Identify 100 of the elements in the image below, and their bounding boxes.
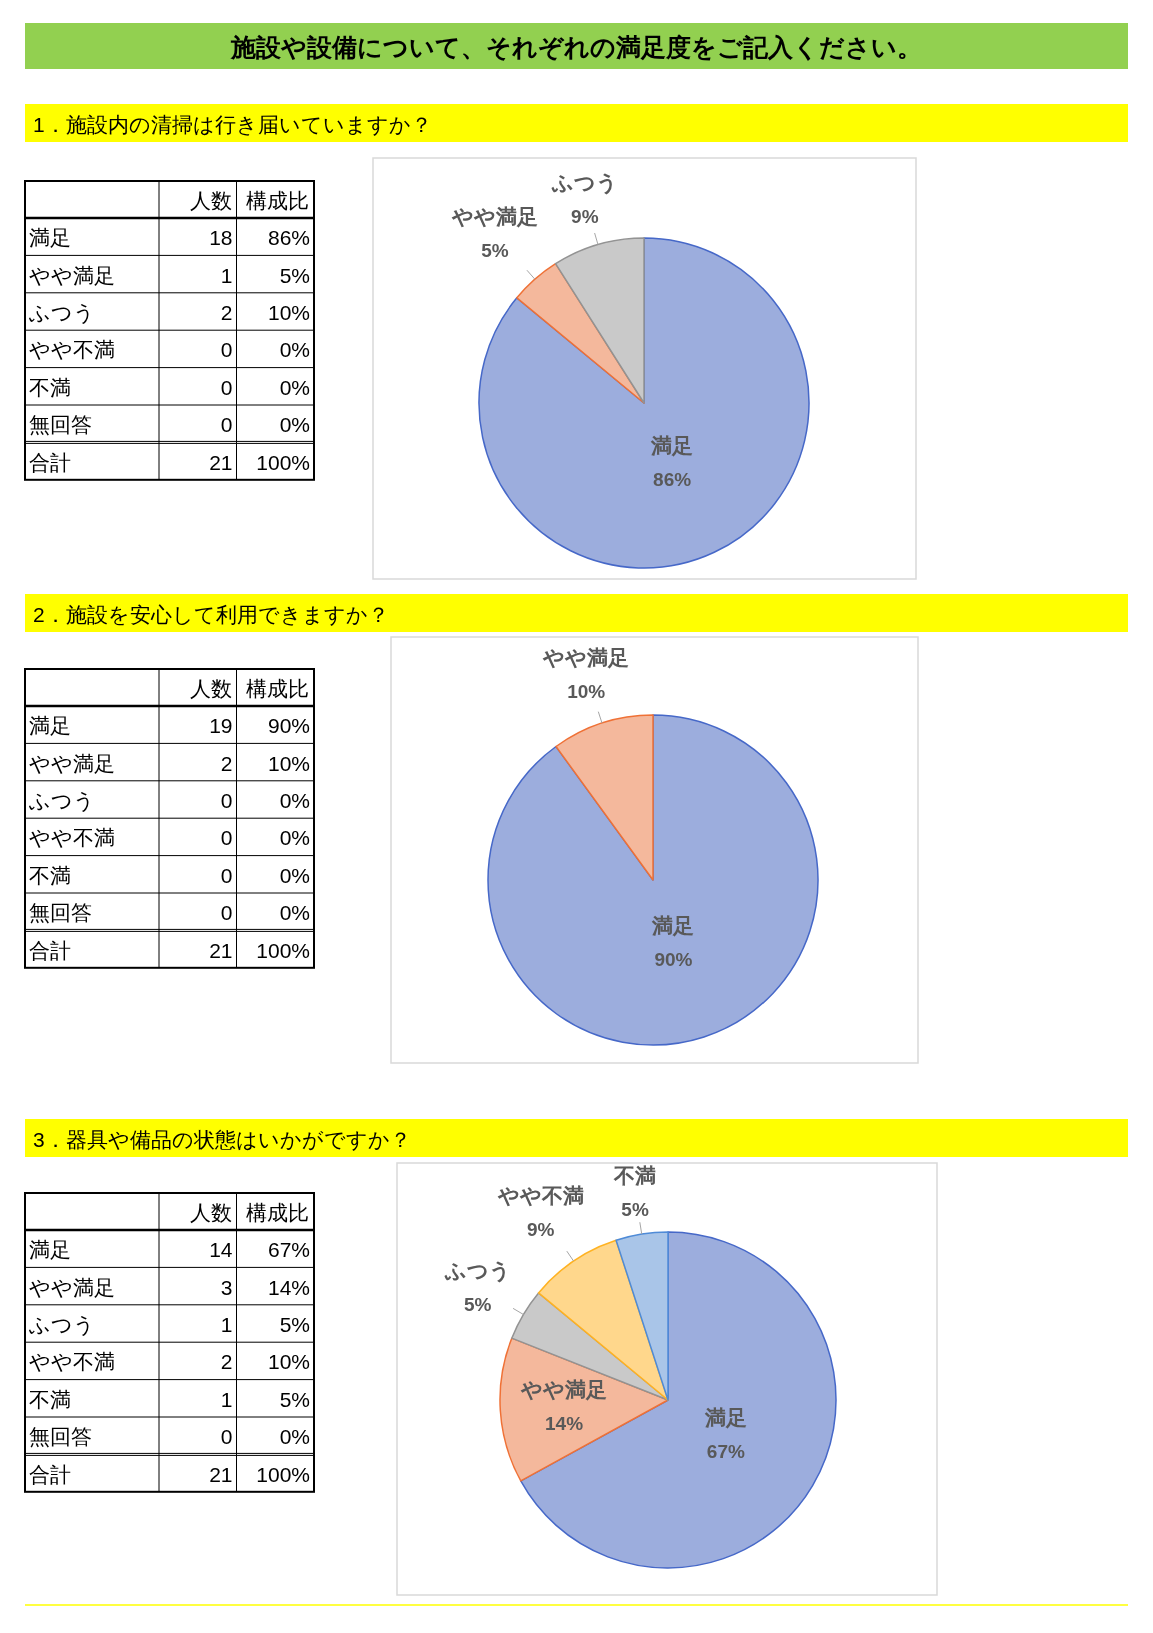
chart-subtitle: 1．施設内の清掃は行き届いていますか？: [33, 112, 432, 136]
x-tick-label: 構成比: [246, 677, 309, 700]
data-label: 5%: [621, 1198, 649, 1220]
x-tick-label: 人数: [189, 189, 232, 212]
y-tick-label: ふつう: [28, 301, 95, 324]
data-label: 10%: [567, 680, 606, 702]
data-label: 100%: [256, 1462, 310, 1486]
y-tick-label: 無回答: [29, 413, 92, 437]
data-label: 100%: [256, 450, 310, 474]
data-label: 9%: [571, 205, 599, 227]
data-label: 21: [209, 938, 233, 962]
data-label: 5%: [279, 263, 310, 287]
y-tick-label: やや不満: [29, 1350, 115, 1374]
y-tick-label: やや満足: [29, 263, 115, 287]
data-label: 86%: [267, 226, 310, 250]
pie-slice: [487, 714, 819, 1046]
data-label: 0%: [279, 863, 310, 887]
pie-slice: [511, 1292, 669, 1401]
data-label: 1: [220, 1313, 233, 1336]
data-label: 9%: [527, 1219, 555, 1241]
slice-label: ふつう: [443, 1258, 511, 1283]
chart-subtitle: 2．施設を安心して利用できますか？: [33, 602, 389, 626]
data-label: 90%: [654, 949, 693, 971]
slice-label: ふつう: [550, 170, 618, 195]
slice-label: 満足: [650, 434, 694, 458]
data-label: 0%: [279, 375, 310, 399]
y-tick-label: やや満足: [29, 1275, 115, 1299]
data-label: 100%: [256, 938, 310, 962]
y-tick-label: ふつう: [28, 789, 95, 812]
data-label: 0: [220, 413, 233, 437]
y-tick-label: 不満: [29, 1387, 71, 1411]
data-label: 0: [220, 1425, 233, 1449]
data-label: 0%: [279, 338, 310, 362]
pie-slice: [478, 237, 810, 569]
data-label: 14: [209, 1238, 233, 1262]
data-label: 0: [220, 338, 233, 362]
data-label: 0%: [279, 901, 310, 925]
slice-label: やや満足: [520, 1378, 608, 1402]
pie-slice: [615, 1231, 669, 1401]
x-tick-label: 人数: [189, 1201, 232, 1224]
data-label: 0%: [279, 1425, 310, 1449]
slice-label: 満足: [651, 914, 695, 938]
data-label: 0: [220, 901, 233, 925]
data-label: 0: [220, 826, 233, 850]
data-label: 0: [220, 863, 233, 887]
data-label: 21: [209, 450, 233, 474]
data-label: 3: [220, 1275, 233, 1299]
y-tick-label: 合計: [29, 450, 71, 474]
data-label: 14%: [545, 1413, 584, 1435]
slice-label: 不満: [613, 1163, 657, 1187]
data-label: 18: [209, 226, 233, 250]
data-label: 2: [220, 1350, 233, 1374]
data-label: 2: [220, 751, 233, 775]
data-label: 0: [220, 789, 233, 812]
data-label: 5%: [279, 1387, 310, 1411]
data-label: 0%: [279, 789, 310, 812]
y-tick-label: やや不満: [29, 826, 115, 850]
data-label: 90%: [267, 714, 310, 738]
data-label: 86%: [653, 469, 692, 491]
slice-label: やや満足: [542, 645, 630, 669]
y-tick-label: 無回答: [29, 901, 92, 925]
y-tick-label: 無回答: [29, 1425, 92, 1449]
slice-label: やや満足: [450, 205, 538, 229]
data-label: 1: [220, 263, 233, 287]
data-label: 10%: [267, 1350, 310, 1374]
y-tick-label: 満足: [29, 714, 71, 738]
y-tick-label: やや不満: [29, 338, 115, 362]
data-label: 0%: [279, 413, 310, 437]
data-label: 1: [220, 1387, 233, 1411]
slice-label: 満足: [703, 1405, 747, 1429]
y-tick-label: 合計: [29, 1462, 71, 1486]
y-tick-label: やや満足: [29, 751, 115, 775]
data-label: 10%: [267, 301, 310, 324]
y-tick-label: 満足: [29, 1238, 71, 1262]
y-tick-label: ふつう: [28, 1313, 95, 1336]
data-label: 19: [209, 714, 233, 738]
data-label: 21: [209, 1462, 233, 1486]
text: 施設や設備について、それぞれの満足度をご記入ください。: [230, 33, 922, 61]
data-label: 5%: [481, 240, 509, 262]
data-label: 5%: [279, 1313, 310, 1336]
y-tick-label: 不満: [29, 863, 71, 887]
data-label: 0: [220, 375, 233, 399]
data-label: 2: [220, 301, 233, 324]
pie-slice: [516, 262, 645, 404]
x-tick-label: 構成比: [246, 1201, 309, 1224]
data-label: 14%: [267, 1275, 310, 1299]
pie-slice: [555, 714, 654, 881]
data-label: 67%: [267, 1238, 310, 1262]
data-label: 10%: [267, 751, 310, 775]
y-tick-label: 合計: [29, 938, 71, 962]
data-label: 0%: [279, 826, 310, 850]
pie-slice: [554, 237, 645, 404]
slice-label: やや不満: [496, 1184, 584, 1208]
chart-subtitle: 3．器具や備品の状態はいかがですか？: [33, 1127, 411, 1151]
x-tick-label: 人数: [189, 677, 232, 700]
data-label: 67%: [706, 1440, 745, 1462]
data-label: 5%: [463, 1293, 492, 1315]
x-tick-label: 構成比: [246, 189, 309, 212]
y-tick-label: 不満: [29, 375, 71, 399]
y-tick-label: 満足: [29, 226, 71, 250]
